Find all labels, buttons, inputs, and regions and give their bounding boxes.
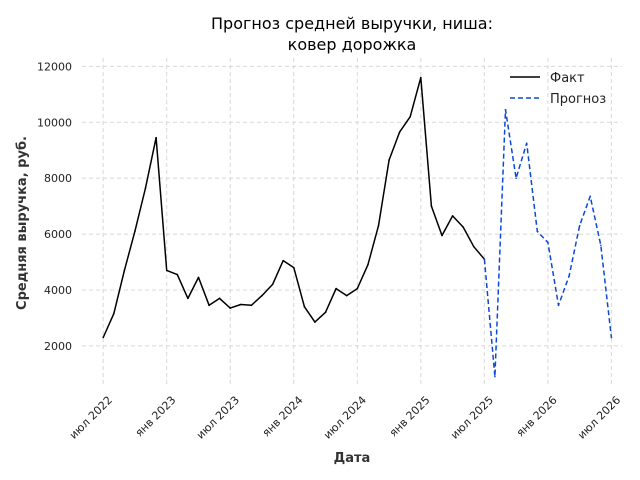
x-tick-label: июл 2025: [448, 394, 496, 442]
data-point: [451, 215, 454, 217]
data-point: [314, 321, 316, 323]
data-point: [536, 230, 539, 233]
data-point: [282, 259, 284, 262]
y-tick-label: 4000: [44, 284, 72, 297]
data-point: [250, 304, 253, 307]
data-point: [229, 307, 232, 309]
data-point: [462, 226, 464, 228]
data-point: [324, 311, 327, 314]
y-tick-label: 6000: [44, 228, 72, 241]
data-point: [472, 245, 475, 248]
data-point: [367, 264, 369, 266]
x-tick-label: янв 2025: [387, 394, 433, 440]
data-point: [377, 224, 380, 227]
data-point: [123, 269, 126, 272]
y-tick-label: 10000: [37, 116, 72, 129]
data-point: [388, 159, 390, 161]
data-point: [155, 136, 157, 139]
legend-label-forecast: Прогноз: [550, 92, 606, 107]
grid: [82, 58, 622, 385]
data-point: [261, 294, 263, 297]
x-tick-label: июл 2024: [321, 394, 369, 442]
chart-subtitle: ковер дорожка: [288, 35, 417, 54]
data-point: [144, 187, 147, 189]
x-axis-label: Дата: [334, 451, 371, 466]
data-point: [525, 142, 528, 145]
legend: Факт Прогноз: [510, 71, 606, 107]
data-point: [441, 234, 443, 237]
y-tick-label: 2000: [44, 340, 72, 353]
x-tick-label: янв 2023: [133, 394, 179, 440]
data-point: [547, 241, 549, 244]
data-point: [600, 244, 602, 247]
series-lines: [102, 76, 613, 378]
x-tick-label: янв 2026: [514, 394, 560, 440]
data-point: [515, 177, 517, 179]
data-point: [112, 312, 115, 315]
data-point: [578, 224, 581, 227]
chart-title: Прогноз средней выручки, ниша:: [211, 14, 493, 33]
data-point: [504, 108, 507, 111]
data-point: [494, 375, 496, 378]
data-point: [557, 304, 560, 307]
data-point: [589, 195, 592, 198]
data-point: [102, 336, 104, 339]
x-tick-label: июл 2022: [67, 394, 115, 442]
data-point: [187, 297, 189, 300]
data-point: [134, 230, 136, 233]
data-point: [271, 283, 274, 286]
data-point: [420, 76, 422, 79]
data-point: [335, 287, 337, 290]
data-point: [303, 305, 306, 308]
y-axis-label: Средняя выручка, руб.: [15, 136, 30, 310]
data-point: [292, 266, 295, 269]
y-tick-labels: 2000 4000 6000 8000 10000 12000: [37, 60, 72, 352]
x-tick-labels: июл 2022 янв 2023 июл 2023 янв 2024 июл 2024…: [67, 394, 623, 442]
data-point: [218, 297, 221, 300]
data-point: [398, 131, 401, 133]
data-point: [208, 304, 210, 307]
data-point: [176, 273, 179, 276]
y-tick-label: 12000: [37, 60, 72, 73]
x-tick-label: янв 2024: [260, 394, 306, 440]
data-point: [568, 275, 570, 277]
data-point: [240, 303, 242, 306]
data-point: [356, 287, 359, 290]
data-point: [165, 269, 168, 272]
data-point: [483, 258, 486, 261]
data-point: [409, 115, 412, 118]
y-tick-label: 8000: [44, 172, 72, 185]
data-point: [430, 205, 433, 207]
data-point: [197, 276, 200, 279]
data-point: [610, 336, 613, 339]
data-point: [345, 294, 348, 297]
x-tick-label: июл 2023: [194, 394, 242, 442]
x-tick-label: июл 2026: [575, 394, 623, 442]
legend-label-fact: Факт: [550, 71, 585, 86]
